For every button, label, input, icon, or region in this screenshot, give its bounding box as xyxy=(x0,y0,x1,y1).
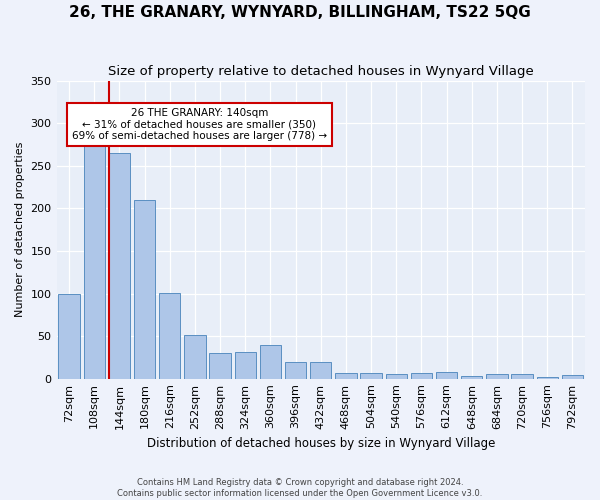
X-axis label: Distribution of detached houses by size in Wynyard Village: Distribution of detached houses by size … xyxy=(146,437,495,450)
Bar xyxy=(260,344,281,378)
Bar xyxy=(511,374,533,378)
Bar xyxy=(411,372,432,378)
Bar xyxy=(159,292,181,378)
Bar xyxy=(209,353,231,378)
Bar xyxy=(285,362,307,378)
Bar xyxy=(436,372,457,378)
Bar xyxy=(361,372,382,378)
Bar xyxy=(386,374,407,378)
Title: Size of property relative to detached houses in Wynyard Village: Size of property relative to detached ho… xyxy=(108,65,533,78)
Bar xyxy=(536,377,558,378)
Text: 26, THE GRANARY, WYNYARD, BILLINGHAM, TS22 5QG: 26, THE GRANARY, WYNYARD, BILLINGHAM, TS… xyxy=(69,5,531,20)
Bar xyxy=(562,376,583,378)
Bar xyxy=(109,153,130,378)
Text: 26 THE GRANARY: 140sqm
← 31% of detached houses are smaller (350)
69% of semi-de: 26 THE GRANARY: 140sqm ← 31% of detached… xyxy=(72,108,327,141)
Bar xyxy=(461,376,482,378)
Text: Contains HM Land Registry data © Crown copyright and database right 2024.
Contai: Contains HM Land Registry data © Crown c… xyxy=(118,478,482,498)
Bar xyxy=(486,374,508,378)
Y-axis label: Number of detached properties: Number of detached properties xyxy=(15,142,25,318)
Bar xyxy=(335,372,356,378)
Bar xyxy=(310,362,331,378)
Bar xyxy=(58,294,80,378)
Bar xyxy=(184,335,206,378)
Bar xyxy=(83,134,105,378)
Bar xyxy=(134,200,155,378)
Bar xyxy=(235,352,256,378)
